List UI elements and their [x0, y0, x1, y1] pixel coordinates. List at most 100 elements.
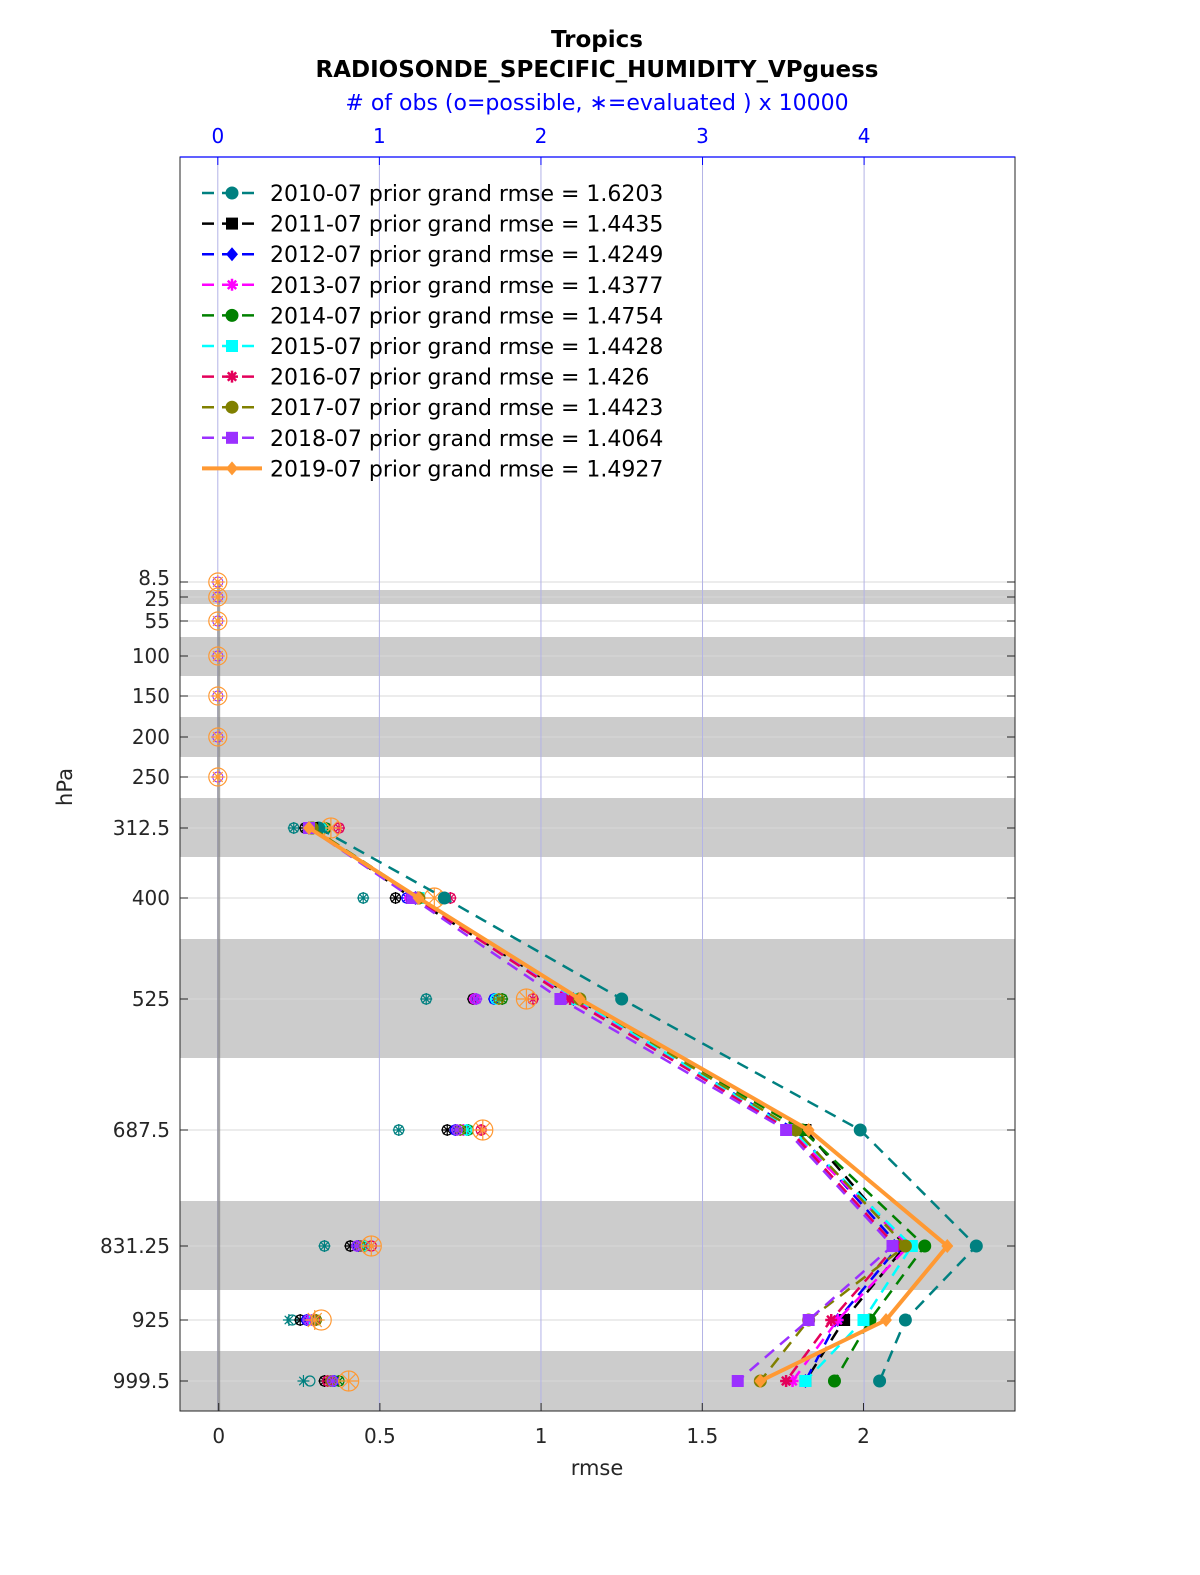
legend-marker — [226, 461, 238, 476]
x-tick-label: 1.5 — [686, 1424, 718, 1448]
evaluated-obs-marker — [441, 1124, 454, 1136]
legend-label: 2019-07 prior grand rmse = 1.4927 — [270, 457, 663, 482]
possible-obs-marker — [208, 767, 228, 787]
legend-label: 2010-07 prior grand rmse = 1.6203 — [270, 182, 663, 207]
x-tick-label: 0.5 — [364, 1424, 396, 1448]
x-axis-label: rmse — [571, 1456, 624, 1480]
series-point — [825, 1314, 838, 1326]
evaluated-obs-marker — [210, 614, 225, 628]
legend-label: 2011-07 prior grand rmse = 1.4435 — [270, 213, 663, 238]
series-point — [780, 1124, 793, 1136]
y-tick-label: 400 — [132, 886, 170, 910]
evaluated-obs-marker — [424, 888, 445, 908]
evaluated-obs-marker — [210, 770, 225, 784]
y-tick-label: 831.25 — [100, 1234, 170, 1258]
legend-marker — [226, 340, 238, 352]
legend-marker — [225, 186, 239, 200]
y-tick-label: 925 — [132, 1308, 170, 1332]
evaluated-obs-marker — [470, 993, 483, 1005]
evaluated-obs-marker — [357, 892, 370, 904]
y-tick-label: 8.5 — [138, 566, 170, 590]
series-point — [873, 1374, 887, 1388]
evaluated-obs-marker — [210, 730, 225, 744]
evaluated-obs-marker — [210, 649, 225, 663]
y-tick-label: 55 — [145, 609, 170, 633]
possible-obs-marker — [208, 611, 228, 631]
evaluated-obs-marker — [210, 575, 225, 589]
evaluated-obs-marker — [450, 1124, 463, 1136]
series-point — [412, 891, 425, 905]
series-point — [731, 1375, 744, 1387]
evaluated-obs-marker — [361, 1236, 382, 1256]
top-tick-label: 1 — [373, 124, 386, 148]
series-point — [754, 1374, 767, 1388]
top-tick-label: 4 — [858, 124, 871, 148]
legend-label: 2016-07 prior grand rmse = 1.426 — [270, 366, 649, 391]
evaluated-obs-marker — [304, 1310, 325, 1330]
x-tick-label: 2 — [857, 1424, 870, 1448]
y-tick-label: 312.5 — [113, 816, 170, 840]
legend-marker — [226, 278, 238, 291]
series-point — [853, 1123, 867, 1137]
series-point — [615, 992, 629, 1006]
legend-marker — [226, 431, 238, 444]
series-point — [554, 993, 567, 1005]
evaluated-obs-marker — [460, 1124, 473, 1136]
y-tick-label: 100 — [132, 644, 170, 668]
possible-obs-marker — [208, 727, 228, 747]
series-lines — [302, 821, 983, 1388]
series-point — [802, 1314, 815, 1326]
series-point — [857, 1314, 870, 1326]
evaluated-obs-marker — [210, 590, 225, 604]
evaluated-obs-marker — [326, 1375, 339, 1387]
series-point — [827, 1374, 841, 1388]
legend: 2010-07 prior grand rmse = 1.6203 2011-07… — [202, 182, 663, 482]
y-tick-label: 200 — [132, 725, 170, 749]
legend-label: 2013-07 prior grand rmse = 1.4377 — [270, 274, 663, 299]
top-axis-label: # of obs (o=possible, ∗=evaluated ) x 10… — [345, 91, 848, 116]
evaluated-obs-marker — [318, 1240, 331, 1252]
series-point — [941, 1239, 954, 1253]
series-point — [898, 1239, 912, 1253]
legend-marker — [226, 217, 238, 230]
y-tick-label: 999.5 — [113, 1369, 170, 1393]
evaluated-obs-marker — [420, 993, 433, 1005]
evaluated-obs-marker — [294, 1314, 307, 1326]
evaluated-obs-marker — [392, 1124, 405, 1136]
evaluated-obs-marker — [210, 689, 225, 703]
evaluated-obs-marker — [472, 1120, 493, 1140]
legend-label: 2014-07 prior grand rmse = 1.4754 — [270, 304, 663, 329]
series-point — [437, 891, 451, 905]
series-point — [898, 1313, 912, 1327]
series-point — [918, 1239, 932, 1253]
top-axis-ticks: 0 1 2 3 4 — [211, 124, 870, 165]
y-tick-label: 250 — [132, 765, 170, 789]
legend-marker — [225, 308, 239, 322]
series-point — [573, 992, 586, 1006]
series-point — [799, 1375, 812, 1387]
y-tick-label: 25 — [145, 587, 170, 611]
x-tick-label: 1 — [535, 1424, 548, 1448]
evaluated-obs-marker — [338, 1371, 359, 1391]
series-point — [564, 993, 577, 1005]
chart-title: Tropics — [551, 27, 643, 53]
evaluated-obs-marker — [282, 1314, 295, 1326]
evaluated-obs-marker — [350, 1240, 363, 1252]
series-point — [886, 1240, 899, 1252]
x-axis-ticks: 0 0.5 1 1.5 2 — [212, 1403, 870, 1448]
series-point — [969, 1239, 983, 1253]
series-point — [302, 821, 315, 835]
top-tick-label: 3 — [696, 124, 709, 148]
chart-subtitle: RADIOSONDE_SPECIFIC_HUMIDITY_VPguess — [316, 57, 879, 83]
obs-count-markers — [208, 572, 539, 1392]
evaluated-obs-marker — [320, 818, 341, 838]
top-tick-label: 2 — [535, 124, 548, 148]
y-axis-label: hPa — [53, 768, 77, 806]
y-tick-label: 150 — [132, 684, 170, 708]
legend-label: 2012-07 prior grand rmse = 1.4249 — [270, 243, 663, 268]
series-point — [802, 1123, 815, 1137]
legend-marker — [226, 247, 238, 262]
series-point — [780, 1375, 793, 1387]
series-point — [831, 1314, 844, 1326]
